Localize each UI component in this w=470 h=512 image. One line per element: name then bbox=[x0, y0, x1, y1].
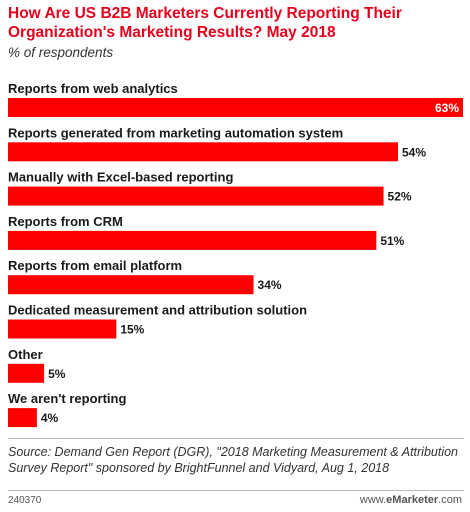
bar bbox=[8, 142, 398, 162]
category-label: Reports generated from marketing automat… bbox=[8, 125, 343, 140]
footer-divider bbox=[8, 490, 464, 491]
brand-prefix: www. bbox=[359, 494, 387, 506]
source-note: Source: Demand Gen Report (DGR), "2018 M… bbox=[8, 445, 459, 475]
category-label: Other bbox=[8, 347, 43, 362]
chart-id: 240370 bbox=[8, 495, 42, 506]
bar bbox=[8, 275, 254, 295]
brand-logo[interactable]: www.eMarketer.com bbox=[360, 494, 462, 506]
value-label: 5% bbox=[48, 367, 66, 381]
value-label: 4% bbox=[41, 411, 59, 425]
value-label: 15% bbox=[120, 323, 144, 337]
value-label: 63% bbox=[435, 101, 459, 115]
chart-title: How Are US B2B Marketers Currently Repor… bbox=[8, 5, 402, 41]
brand-suffix: .com bbox=[438, 494, 462, 506]
category-label: We aren't reporting bbox=[8, 391, 126, 406]
category-label: Manually with Excel-based reporting bbox=[8, 170, 233, 185]
value-label: 54% bbox=[402, 145, 426, 159]
category-label: Dedicated measurement and attribution so… bbox=[8, 303, 307, 318]
category-label: Reports from web analytics bbox=[8, 81, 178, 96]
category-label: Reports from CRM bbox=[8, 214, 123, 229]
value-label: 51% bbox=[380, 234, 404, 248]
bar bbox=[8, 408, 37, 428]
chart-subtitle: % of respondents bbox=[8, 45, 114, 60]
bar bbox=[8, 98, 463, 117]
source-divider bbox=[8, 438, 464, 439]
bar bbox=[8, 186, 384, 206]
bar-chart: Reports from web analytics 63% Reports gen… bbox=[8, 81, 463, 428]
bar bbox=[8, 363, 45, 383]
brand-name: Marketer bbox=[392, 494, 439, 506]
value-label: 52% bbox=[388, 190, 412, 204]
value-label: 34% bbox=[258, 278, 282, 292]
category-label: Reports from email platform bbox=[8, 258, 182, 273]
brand-e: e bbox=[386, 494, 393, 506]
bar bbox=[8, 230, 377, 250]
bar bbox=[8, 319, 117, 339]
